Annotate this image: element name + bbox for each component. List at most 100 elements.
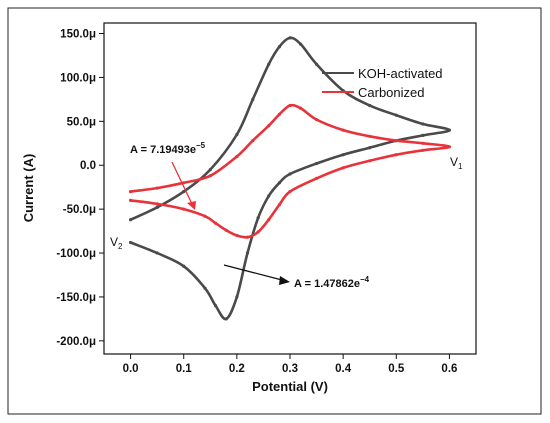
y-tick-label: 100.0μ <box>60 72 96 84</box>
series-1-point <box>235 154 239 159</box>
series-1-point <box>256 230 260 234</box>
y-tick-label: -150.0μ <box>56 292 96 304</box>
legend-label-carbonized: Carbonized <box>358 85 425 100</box>
annotation-carbonized-area: A = 7.19493e−5 <box>130 141 206 210</box>
series-1-point <box>208 174 212 178</box>
series-1-point <box>315 118 319 122</box>
series-1-point <box>299 106 303 110</box>
series-1-point <box>224 228 228 232</box>
vertex-label-v1: V1 <box>450 155 463 171</box>
series-line-1 <box>130 103 451 239</box>
series-0-point <box>368 146 372 150</box>
series-1-point <box>447 145 451 149</box>
y-tick-label: -100.0μ <box>56 248 96 260</box>
series-1-point <box>315 176 319 180</box>
annotation-arrowhead-carbonized <box>187 201 196 210</box>
x-axis-title: Potential (V) <box>252 379 328 394</box>
series-0-point <box>447 128 451 132</box>
series-0-point <box>235 132 239 137</box>
series-0-point <box>129 240 133 245</box>
figure-frame <box>7 7 542 415</box>
series-0-point <box>155 205 159 209</box>
series-0-point <box>288 172 292 176</box>
series-1-point <box>394 139 398 143</box>
x-tick-label: 0.5 <box>388 363 405 375</box>
series-1-point <box>421 148 425 152</box>
series-1-point <box>394 153 398 157</box>
series-0-point <box>256 216 260 220</box>
y-tick-label: -200.0μ <box>56 336 96 348</box>
series-0-point <box>129 218 133 222</box>
series-0-point <box>288 36 292 40</box>
x-tick-label: 0.1 <box>176 363 193 375</box>
series-1-point <box>235 233 239 238</box>
series-1-point <box>214 221 218 225</box>
series-0-point <box>315 62 319 66</box>
series-0-point <box>394 113 398 117</box>
y-axis: 150.0μ 100.0μ 50.0μ 0.0 -50.0μ -100.0μ -150.0μ… <box>56 29 104 348</box>
y-tick-label: 50.0μ <box>67 116 96 128</box>
series-0-point <box>267 194 271 198</box>
annotation-arrowhead-koh <box>279 276 290 285</box>
series-0-point <box>421 122 425 126</box>
series-1-point <box>251 139 255 143</box>
series-0-point <box>182 264 186 268</box>
series-0-point <box>267 62 271 66</box>
series-0-point <box>235 295 239 299</box>
x-tick-label: 0.4 <box>335 363 352 375</box>
series-1-point <box>129 190 133 194</box>
series-1-point <box>368 134 372 138</box>
series-1-point <box>129 198 133 202</box>
series-1-point <box>267 218 271 222</box>
x-axis: 0.0 0.1 0.2 0.3 0.4 0.5 0.6 <box>123 354 457 375</box>
annotation-a-koh: A = 1.47862e−4 <box>294 275 370 290</box>
y-axis-title: Current (A) <box>21 154 36 223</box>
series-1-point <box>245 235 250 239</box>
series-1-point <box>155 186 159 190</box>
y-tick-label: 150.0μ <box>60 29 96 41</box>
x-tick-label: 0.0 <box>123 363 139 375</box>
series-0-point <box>203 286 207 290</box>
series-1-point <box>182 207 186 211</box>
series-0-point <box>214 304 218 308</box>
annotation-arrow-carbonized <box>171 161 193 205</box>
y-tick-label: 0.0 <box>80 160 96 172</box>
series-1-point <box>341 166 345 170</box>
series-1-point <box>267 124 271 128</box>
series-0-point <box>315 161 319 166</box>
legend: KOH-activated Carbonized <box>322 66 443 100</box>
series-0-point <box>341 153 345 157</box>
series-layer <box>129 36 451 321</box>
series-1-point <box>288 103 292 108</box>
series-1-point <box>368 159 372 163</box>
series-1-point <box>277 203 281 207</box>
x-tick-label: 0.2 <box>229 363 245 375</box>
series-1-point <box>277 112 281 116</box>
vertex-label-v2: V2 <box>110 235 123 251</box>
annotation-a-carbonized: A = 7.19493e−5 <box>130 141 206 156</box>
series-1-point <box>421 141 425 145</box>
series-1-point <box>288 190 292 194</box>
series-0-point <box>421 133 425 137</box>
x-tick-label: 0.3 <box>282 363 298 375</box>
x-tick-label: 0.6 <box>441 363 457 375</box>
series-0-point <box>208 168 212 172</box>
series-0-point <box>277 181 281 185</box>
series-0-point <box>368 103 372 108</box>
legend-label-koh: KOH-activated <box>358 66 443 81</box>
series-0-point <box>182 190 186 194</box>
series-0-point <box>245 251 250 255</box>
series-1-point <box>203 214 207 218</box>
series-1-point <box>341 128 345 132</box>
series-0-point <box>277 45 281 49</box>
y-tick-label: -50.0μ <box>63 204 96 216</box>
series-1-point <box>155 202 159 206</box>
series-0-point <box>155 251 159 255</box>
annotation-koh-area: A = 1.47862e−4 <box>223 264 370 290</box>
series-0-point <box>224 317 228 321</box>
annotation-arrow-koh <box>223 264 283 281</box>
series-0-point <box>251 97 255 101</box>
series-0-point <box>299 42 303 46</box>
